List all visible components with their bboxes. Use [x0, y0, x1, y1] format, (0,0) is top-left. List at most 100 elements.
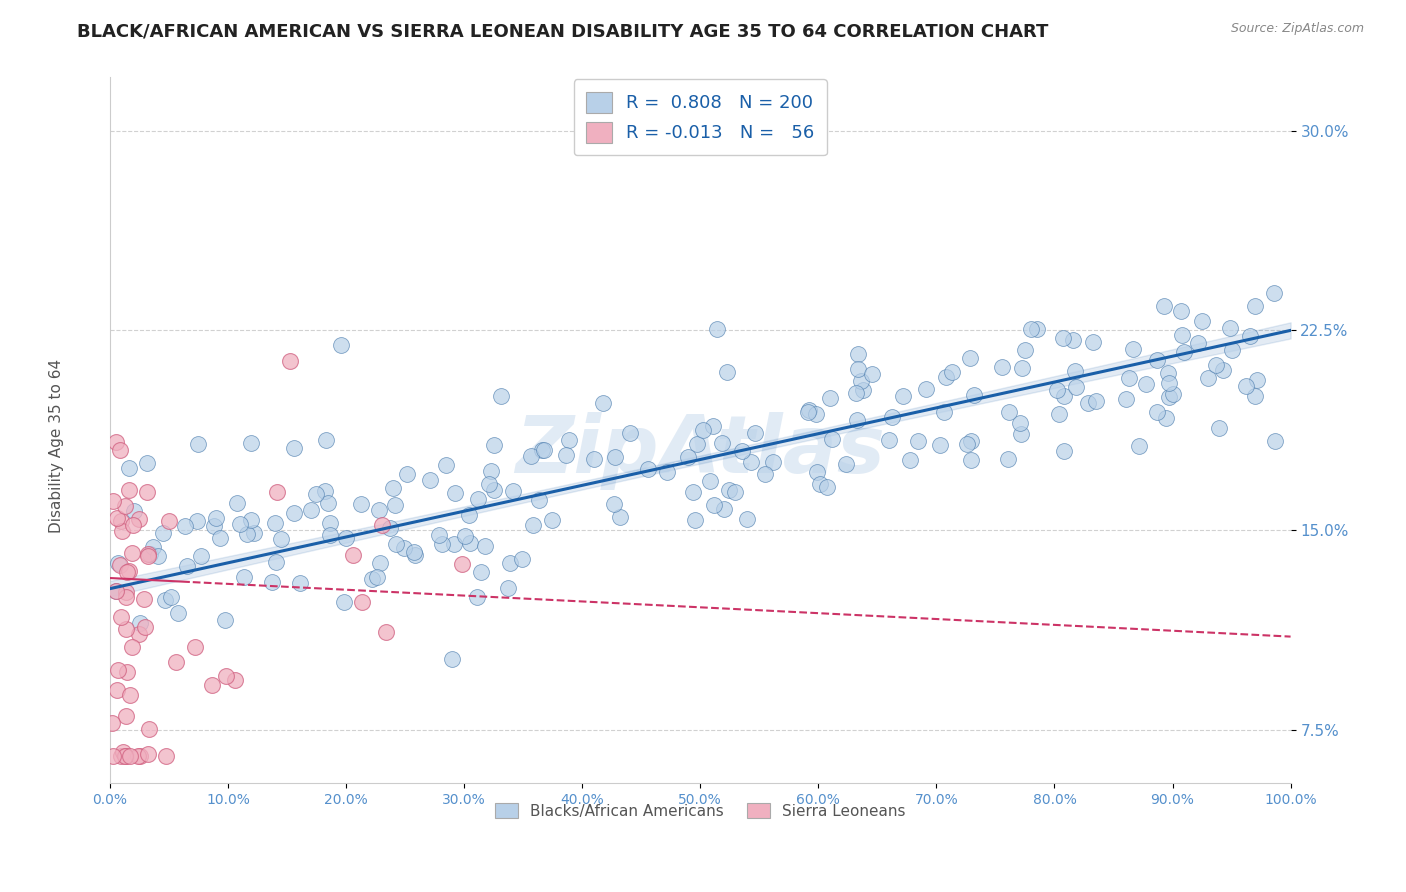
- Point: [929, 438, 952, 452]
- Point: [404, 548, 426, 562]
- Point: [368, 503, 391, 517]
- Point: [1062, 333, 1084, 347]
- Point: [531, 443, 554, 458]
- Point: [465, 590, 488, 604]
- Point: [1047, 407, 1070, 421]
- Point: [404, 545, 426, 559]
- Point: [821, 432, 844, 446]
- Point: [852, 383, 875, 397]
- Point: [806, 465, 828, 479]
- Point: [427, 528, 450, 542]
- Point: [120, 749, 142, 764]
- Point: [200, 678, 222, 692]
- Point: [214, 613, 236, 627]
- Point: [101, 494, 124, 508]
- Point: [122, 518, 145, 533]
- Point: [1170, 304, 1192, 318]
- Point: [1118, 371, 1140, 385]
- Point: [229, 516, 252, 531]
- Point: [184, 640, 207, 654]
- Point: [136, 747, 159, 761]
- Point: [1246, 373, 1268, 387]
- Point: [799, 403, 821, 417]
- Point: [1053, 444, 1076, 458]
- Point: [533, 443, 555, 458]
- Point: [603, 497, 626, 511]
- Point: [127, 749, 149, 764]
- Point: [851, 375, 873, 389]
- Point: [637, 462, 659, 476]
- Point: [1234, 379, 1257, 393]
- Point: [118, 688, 141, 702]
- Point: [107, 556, 129, 570]
- Point: [190, 549, 212, 563]
- Point: [1208, 421, 1230, 435]
- Point: [716, 365, 738, 379]
- Point: [686, 437, 709, 451]
- Point: [1243, 299, 1265, 313]
- Point: [1153, 299, 1175, 313]
- Point: [122, 504, 145, 518]
- Point: [114, 749, 136, 764]
- Point: [136, 456, 159, 470]
- Point: [208, 531, 231, 545]
- Point: [458, 508, 481, 522]
- Point: [146, 549, 169, 564]
- Point: [527, 492, 550, 507]
- Point: [111, 524, 134, 539]
- Point: [731, 444, 754, 458]
- Point: [167, 606, 190, 620]
- Point: [114, 500, 136, 514]
- Point: [998, 405, 1021, 419]
- Point: [676, 450, 699, 464]
- Point: [384, 537, 406, 551]
- Point: [718, 483, 741, 497]
- Point: [592, 396, 614, 410]
- Point: [520, 449, 543, 463]
- Point: [1222, 343, 1244, 358]
- Point: [450, 558, 472, 572]
- Point: [603, 450, 626, 464]
- Point: [350, 594, 373, 608]
- Point: [754, 467, 776, 482]
- Point: [683, 513, 706, 527]
- Point: [1014, 343, 1036, 357]
- Point: [1135, 377, 1157, 392]
- Point: [489, 389, 512, 403]
- Point: [278, 354, 301, 368]
- Point: [226, 496, 249, 510]
- Point: [796, 405, 818, 419]
- Point: [744, 425, 766, 440]
- Point: [232, 570, 254, 584]
- Point: [558, 433, 581, 447]
- Point: [361, 572, 384, 586]
- Point: [108, 558, 131, 572]
- Point: [443, 537, 465, 551]
- Point: [541, 512, 564, 526]
- Point: [443, 485, 465, 500]
- Point: [761, 455, 783, 469]
- Point: [997, 452, 1019, 467]
- Point: [240, 513, 263, 527]
- Point: [1146, 353, 1168, 368]
- Point: [941, 366, 963, 380]
- Point: [1219, 321, 1241, 335]
- Point: [1077, 395, 1099, 409]
- Point: [804, 407, 827, 421]
- Point: [349, 497, 371, 511]
- Point: [202, 519, 225, 533]
- Point: [1191, 314, 1213, 328]
- Point: [381, 482, 404, 496]
- Point: [1010, 416, 1032, 430]
- Point: [907, 434, 929, 448]
- Text: BLACK/AFRICAN AMERICAN VS SIERRA LEONEAN DISABILITY AGE 35 TO 64 CORRELATION CHA: BLACK/AFRICAN AMERICAN VS SIERRA LEONEAN…: [77, 22, 1049, 40]
- Point: [682, 485, 704, 500]
- Point: [299, 502, 322, 516]
- Point: [482, 483, 505, 497]
- Point: [522, 518, 544, 533]
- Point: [482, 438, 505, 452]
- Point: [107, 682, 129, 697]
- Point: [692, 423, 714, 437]
- Point: [481, 464, 503, 478]
- Point: [115, 708, 138, 723]
